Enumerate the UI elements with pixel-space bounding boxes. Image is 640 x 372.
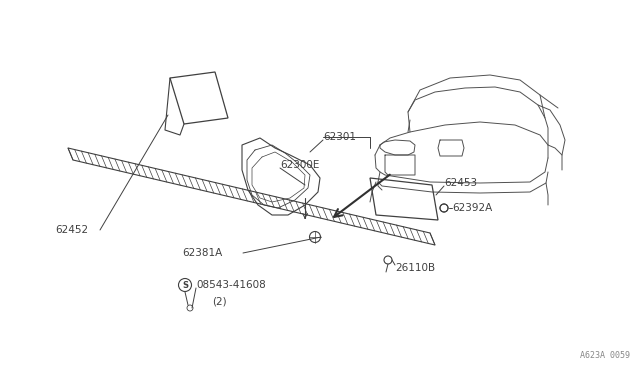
Text: 62453: 62453 [444, 178, 477, 188]
Text: 26110B: 26110B [395, 263, 435, 273]
Text: 62392A: 62392A [452, 203, 492, 213]
Text: 62300E: 62300E [280, 160, 319, 170]
Text: 62301: 62301 [323, 132, 356, 142]
Text: 62452: 62452 [55, 225, 88, 235]
Text: 08543-41608: 08543-41608 [196, 280, 266, 290]
Text: (2): (2) [212, 297, 227, 307]
Text: A623A 0059: A623A 0059 [580, 351, 630, 360]
Text: 62381A: 62381A [182, 248, 222, 258]
Text: S: S [182, 280, 188, 289]
